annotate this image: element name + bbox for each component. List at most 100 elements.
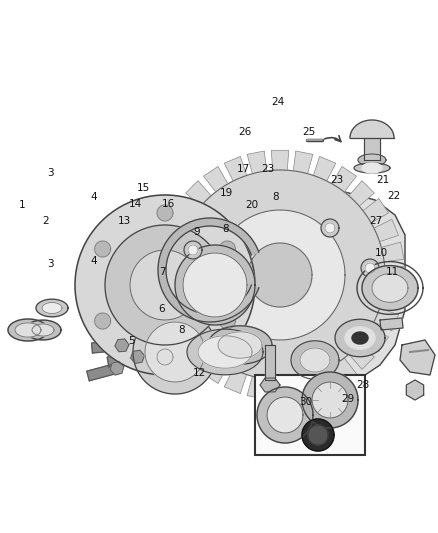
Polygon shape: [363, 198, 389, 223]
Polygon shape: [142, 334, 172, 345]
Polygon shape: [265, 345, 275, 380]
Polygon shape: [111, 272, 125, 285]
Polygon shape: [204, 358, 228, 384]
Polygon shape: [186, 344, 211, 369]
Polygon shape: [312, 382, 348, 418]
Polygon shape: [163, 273, 177, 286]
Polygon shape: [208, 326, 272, 364]
Polygon shape: [291, 341, 339, 379]
Polygon shape: [140, 273, 170, 285]
Polygon shape: [88, 271, 118, 284]
Polygon shape: [381, 242, 404, 262]
Text: 28: 28: [356, 380, 369, 390]
Polygon shape: [313, 369, 336, 393]
Polygon shape: [219, 313, 235, 329]
Polygon shape: [363, 327, 389, 352]
Polygon shape: [374, 219, 399, 241]
Polygon shape: [105, 225, 225, 345]
Polygon shape: [321, 219, 339, 237]
Polygon shape: [215, 210, 345, 340]
Polygon shape: [218, 332, 262, 358]
Polygon shape: [198, 336, 252, 368]
Text: 29: 29: [342, 394, 355, 403]
Text: 3: 3: [47, 259, 54, 269]
Polygon shape: [87, 364, 118, 381]
Text: 21: 21: [377, 175, 390, 185]
Polygon shape: [181, 262, 194, 274]
Polygon shape: [302, 419, 334, 451]
Text: 17: 17: [237, 165, 250, 174]
Polygon shape: [362, 265, 418, 310]
Polygon shape: [349, 181, 374, 206]
Polygon shape: [145, 322, 205, 382]
Polygon shape: [175, 170, 385, 380]
Polygon shape: [157, 259, 188, 273]
Polygon shape: [91, 243, 122, 261]
Polygon shape: [139, 355, 170, 371]
Polygon shape: [188, 245, 198, 255]
Polygon shape: [15, 323, 41, 337]
Polygon shape: [110, 361, 124, 375]
Polygon shape: [162, 353, 176, 366]
Text: 8: 8: [272, 192, 279, 202]
Polygon shape: [157, 343, 188, 357]
Polygon shape: [358, 154, 386, 166]
Polygon shape: [271, 379, 289, 400]
Polygon shape: [349, 344, 374, 369]
Text: 11: 11: [385, 267, 399, 277]
Text: 22: 22: [388, 191, 401, 201]
Polygon shape: [293, 151, 313, 174]
Text: 26: 26: [239, 127, 252, 137]
Polygon shape: [165, 332, 179, 345]
Polygon shape: [257, 387, 313, 443]
Polygon shape: [181, 341, 194, 354]
Text: 15: 15: [137, 183, 150, 192]
Text: 1: 1: [18, 200, 25, 210]
Polygon shape: [190, 188, 405, 378]
Text: 23: 23: [261, 165, 275, 174]
Text: 8: 8: [222, 224, 229, 234]
Polygon shape: [260, 378, 280, 392]
Polygon shape: [156, 242, 179, 262]
Polygon shape: [248, 243, 312, 307]
Polygon shape: [92, 341, 122, 353]
Polygon shape: [131, 350, 145, 364]
Polygon shape: [300, 348, 330, 372]
Text: 16: 16: [162, 199, 175, 209]
Polygon shape: [158, 218, 259, 322]
Polygon shape: [247, 376, 267, 399]
Polygon shape: [293, 376, 313, 399]
Polygon shape: [133, 310, 217, 394]
Polygon shape: [156, 288, 179, 308]
Polygon shape: [332, 166, 357, 192]
Polygon shape: [385, 266, 405, 284]
Polygon shape: [325, 223, 335, 233]
Text: 13: 13: [118, 216, 131, 226]
Polygon shape: [224, 369, 247, 393]
Polygon shape: [130, 250, 200, 320]
Text: 2: 2: [42, 216, 49, 226]
Polygon shape: [372, 273, 408, 302]
Polygon shape: [42, 303, 62, 313]
Polygon shape: [175, 245, 255, 325]
Polygon shape: [271, 150, 289, 170]
Polygon shape: [171, 198, 197, 223]
Polygon shape: [313, 157, 336, 181]
Polygon shape: [406, 380, 424, 400]
Polygon shape: [157, 205, 173, 221]
Polygon shape: [332, 358, 357, 384]
Polygon shape: [204, 166, 228, 192]
Polygon shape: [267, 397, 303, 433]
Polygon shape: [186, 181, 211, 206]
Text: 3: 3: [47, 168, 54, 178]
Text: 24: 24: [272, 98, 285, 107]
Text: 10: 10: [374, 248, 388, 258]
Polygon shape: [362, 163, 382, 173]
Polygon shape: [350, 120, 394, 138]
Polygon shape: [184, 241, 202, 259]
Polygon shape: [95, 313, 111, 329]
Text: 25: 25: [302, 127, 315, 137]
Polygon shape: [162, 308, 186, 331]
Polygon shape: [131, 261, 145, 274]
Polygon shape: [352, 332, 368, 344]
